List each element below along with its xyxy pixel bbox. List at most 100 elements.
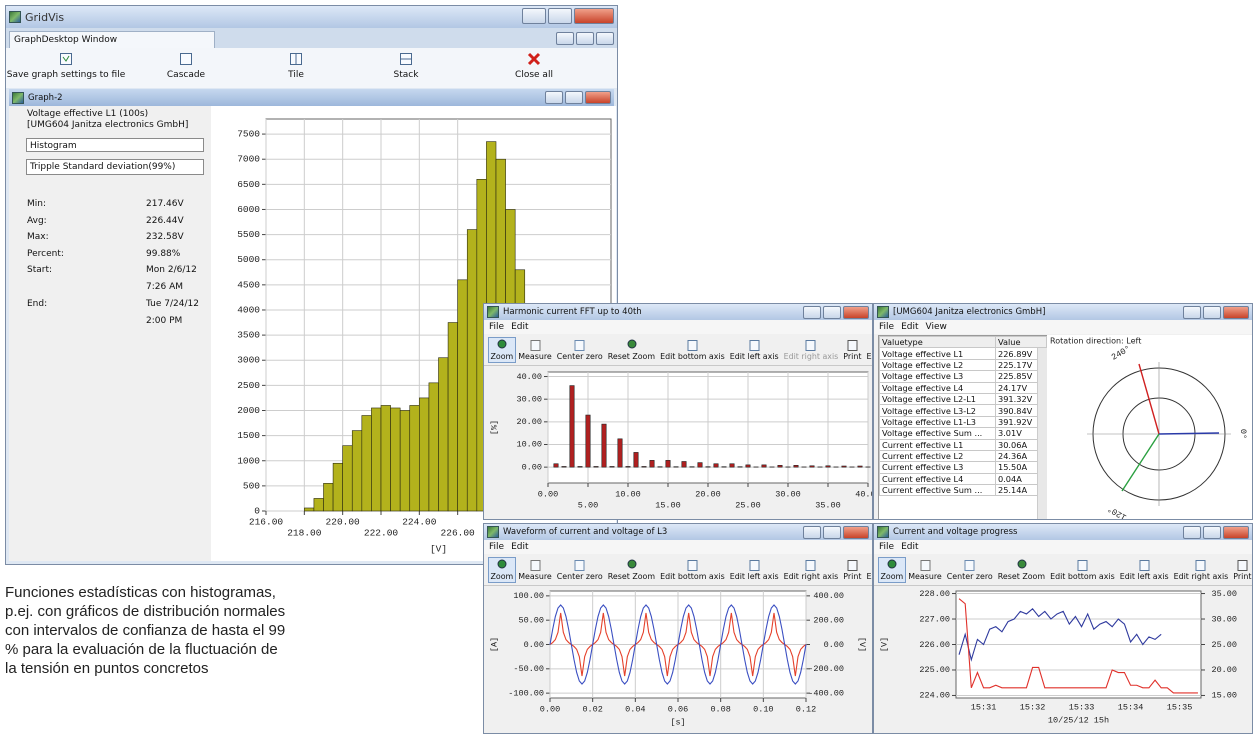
bar [778,465,782,467]
maximize-button[interactable] [565,91,583,104]
toolbar-button[interactable]: Close all [474,50,594,86]
menu-item[interactable]: Edit [511,542,528,552]
close-button[interactable] [843,306,869,319]
toolbar-button[interactable]: Stack [346,50,466,86]
maximize-button[interactable] [823,526,841,539]
window-controls [803,306,869,319]
toolbar-button[interactable]: Save graph settings to file [6,50,126,86]
tool-button[interactable]: Reset Zoom [605,557,657,583]
menu-item[interactable]: File [879,322,894,332]
tool-button[interactable]: Print [1231,557,1253,583]
tool-button[interactable]: Edit left axis [727,557,781,583]
icon-shape [888,560,896,568]
tool-button[interactable]: Measure [516,557,555,583]
maximize-button[interactable] [823,306,841,319]
tab-button[interactable] [556,32,574,45]
maximize-button[interactable] [1203,306,1221,319]
tab-button[interactable] [596,32,614,45]
close-button[interactable] [1223,526,1249,539]
maximize-button[interactable] [548,8,572,24]
tool-button[interactable]: Reset Zoom [605,337,657,363]
tool-button[interactable]: Edit right axis [781,337,841,363]
tool-label: Measure [908,572,942,581]
tool-button[interactable]: Edit left axis [727,337,781,363]
icon-shape [61,54,72,65]
maximize-button[interactable] [1203,526,1221,539]
icon-shape [628,560,636,568]
tool-button[interactable]: Print [841,337,864,363]
toolbar-button[interactable]: Tile [236,50,356,86]
y-tick-label: 20.00 [516,417,542,427]
tool-button[interactable]: Center zero [554,337,605,363]
tab[interactable]: GraphDesktop Window [9,31,215,49]
x-tick-label: 226.00 [441,528,476,539]
close-button[interactable] [843,526,869,539]
menu-bar: File Edit [484,320,872,334]
minimize-button[interactable] [803,306,821,319]
menu-item[interactable]: File [879,542,894,552]
tool-button[interactable]: Measure [516,337,555,363]
tab-button[interactable] [576,32,594,45]
menu-item[interactable]: File [489,542,504,552]
menu-item[interactable]: File [489,322,504,332]
close-button[interactable] [585,91,611,104]
tool-button[interactable]: Edit right axis [1171,557,1231,583]
tool-button[interactable]: Edit bottom axis [658,337,728,363]
mode-select[interactable]: Histogram [26,138,204,152]
minimize-button[interactable] [1183,306,1201,319]
tool-button[interactable]: Export CSV [864,337,873,363]
table-cell: Voltage effective Sum ... [880,428,996,439]
tool-button[interactable]: Reset Zoom [995,557,1047,583]
tool-button[interactable]: Measure [906,557,945,583]
minimize-button[interactable] [803,526,821,539]
menu-item[interactable]: Edit [511,322,528,332]
stat-label: End: [27,299,47,309]
histogram-bar [304,508,314,511]
table-row[interactable]: Voltage effective Sum ...3.01V [880,428,1047,439]
tool-button[interactable]: Zoom [488,337,516,363]
tool-button[interactable]: Center zero [554,557,605,583]
minimize-button[interactable] [1183,526,1201,539]
column-header[interactable]: Valuetype [880,337,996,348]
tool-button[interactable]: Edit bottom axis [1048,557,1118,583]
tool-button[interactable]: Zoom [878,557,906,583]
tool-button[interactable]: Center zero [944,557,995,583]
histogram-bar [439,358,449,511]
toolbar-button[interactable]: Cascade [126,50,246,86]
minimize-button[interactable] [522,8,546,24]
table-row[interactable]: Current effective Sum ...25.14A [880,485,1047,496]
minimize-button[interactable] [545,91,563,104]
close-button[interactable] [1223,306,1249,319]
close-button[interactable] [574,8,614,24]
x-axis-label: [s] [670,717,685,727]
tool-button[interactable]: Export CSV [864,557,873,583]
tool-button[interactable]: Edit left axis [1117,557,1171,583]
menu-item[interactable]: Edit [901,542,918,552]
menu-item[interactable]: View [926,322,947,332]
histogram-bar [429,383,439,511]
tool-button[interactable]: Print [841,557,864,583]
x-tick-label: 15:31 [971,702,997,712]
icon-shape [1196,561,1205,571]
bar [746,465,750,467]
column-header[interactable]: Value [996,337,1047,348]
table-cell: Voltage effective L1-L3 [880,416,996,427]
bar [642,466,646,467]
tool-button[interactable]: Edit bottom axis [658,557,728,583]
tool-button[interactable]: Zoom [488,557,516,583]
deviation-select[interactable]: Tripple Standard deviation(99%) [26,159,204,175]
toolbar-icon [289,52,303,66]
tool-button[interactable]: Edit right axis [781,557,841,583]
menu-item[interactable]: Edit [901,322,918,332]
